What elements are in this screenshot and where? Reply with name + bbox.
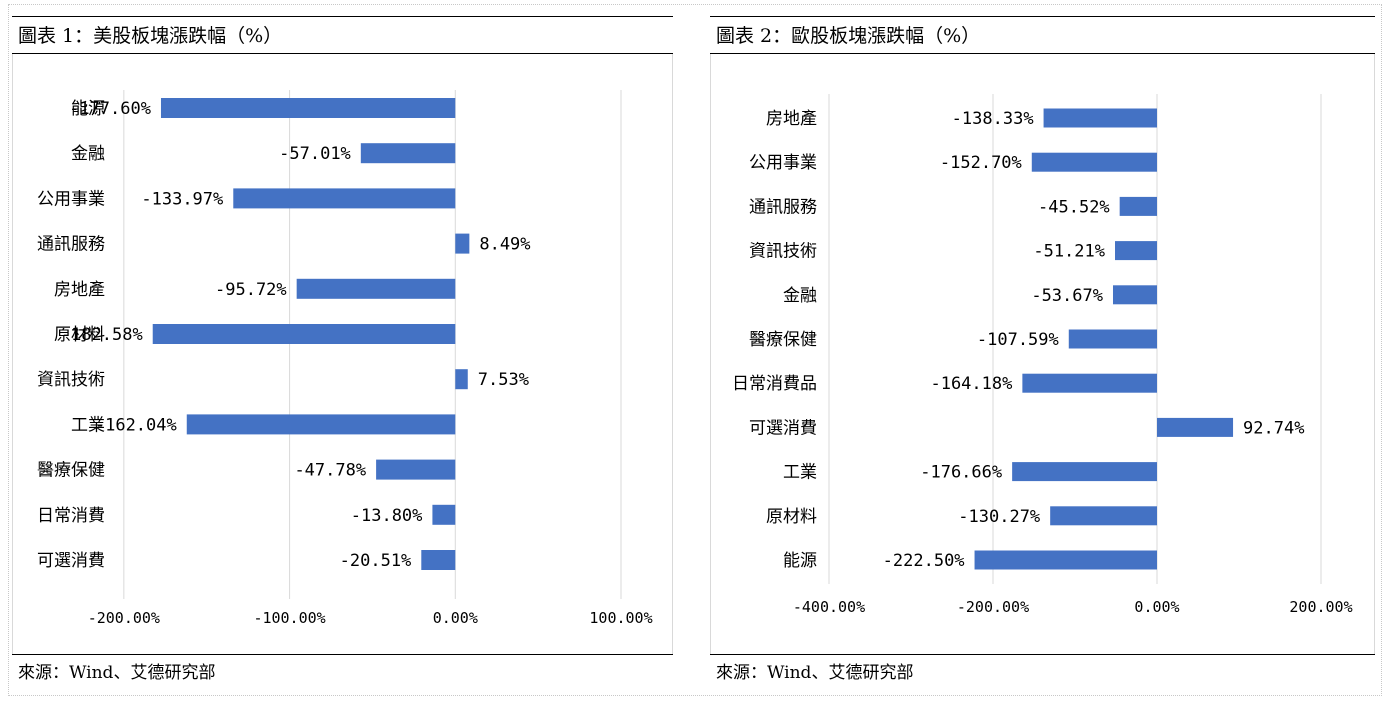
category-label: 醫療保健 [749,330,817,350]
category-label: 通訊服務 [749,197,817,217]
data-label: 92.74% [1243,418,1304,438]
bar [233,188,456,209]
bar [1068,329,1157,349]
data-label: -51.21% [1033,242,1105,262]
category-label: 可選消費 [749,418,817,438]
x-tick-label: -100.00% [253,609,325,627]
data-label: -53.67% [1031,286,1103,306]
bar [376,459,456,480]
bar [186,414,456,435]
chart-area: -400.00% -200.00% 0.00% 200.00% 房地產 -138.33% 公… [710,54,1375,654]
category-label: 工業 [71,415,105,435]
bar [455,233,470,254]
data-label: -47.78% [294,461,366,481]
data-label: -20.51% [340,551,412,571]
category-label: 房地產 [54,280,105,300]
category-label: 金融 [783,286,817,306]
bar [1119,196,1157,216]
us-sector-chart: -200.00% -100.00% 0.00% 100.00% 能源-177.60% 金融… [37,90,653,627]
data-label: -164.18% [930,374,1012,394]
bar [1157,417,1234,437]
bar [1012,462,1157,482]
category-label: 原材料 [54,325,105,345]
x-tick-label: 200.00% [1289,598,1352,616]
bar [160,98,456,118]
data-label: -176.66% [920,463,1002,483]
category-label: 日常消費品 [732,374,817,394]
bar [1115,241,1157,261]
data-label: -57.01% [279,144,351,164]
category-label: 能源 [71,99,105,119]
bar [296,278,456,299]
data-label: 8.49% [479,235,530,255]
chart-area: -200.00% -100.00% 0.00% 100.00% 能源 -177.60% 金融… [12,54,673,654]
data-label: -162.04% [95,415,177,435]
bar [974,550,1157,570]
category-label: 公用事業 [749,153,817,173]
data-label: -138.33% [952,109,1034,129]
data-label: -107.59% [977,330,1059,350]
bar [360,143,456,164]
data-label: -182.58% [61,325,143,345]
data-label: -13.80% [351,506,423,526]
category-label: 房地產 [766,109,817,129]
chart-title: 圖表 1：美股板塊漲跌幅（%） [12,16,673,54]
category-label: 公用事業 [37,189,105,209]
data-label: -152.70% [940,153,1022,173]
category-label: 工業 [783,463,817,483]
chart-panel-1: 圖表 1：美股板塊漲跌幅（%） -200.00% -100.00% 0.00% 100… [12,16,673,690]
x-tick-label: -200.00% [88,609,160,627]
outer-frame [8,4,1382,696]
category-label: 日常消費 [37,506,105,526]
category-label: 通訊服務 [37,235,105,255]
x-tick-label: 100.00% [589,609,652,627]
data-label: -130.27% [958,507,1040,527]
bar [1031,152,1157,172]
x-tick-label: -400.00% [793,598,865,616]
bar [455,369,468,390]
bar [1043,108,1157,128]
x-tick-label: 0.00% [1134,598,1179,616]
x-tick-label: -200.00% [957,598,1029,616]
category-label: 原材料 [766,507,817,527]
chart-panel-2: 圖表 2：歐股板塊漲跌幅（%） -400.00% -200.00% 0.00% 200… [710,16,1375,690]
data-label: -45.52% [1038,197,1110,217]
bar [421,550,456,570]
bar [1022,373,1157,393]
category-label: 金融 [71,144,105,164]
data-label: -177.60% [69,99,151,119]
category-label: 資訊技術 [749,242,817,262]
chart-title: 圖表 2：歐股板塊漲跌幅（%） [710,16,1375,54]
category-label: 可選消費 [37,551,105,571]
eu-sector-chart: -400.00% -200.00% 0.00% 200.00% 房地產 -138.33% 公… [732,94,1353,616]
bar [1050,506,1157,526]
bar [1112,285,1157,305]
source-note: 來源：Wind、艾德研究部 [710,654,1375,690]
data-label: -133.97% [141,189,223,209]
category-label: 能源 [783,551,817,571]
bar [432,504,456,525]
x-tick-label: 0.00% [433,609,478,627]
data-label: -95.72% [215,280,287,300]
category-label: 資訊技術 [37,370,105,390]
data-label: -222.50% [883,551,965,571]
bar [152,324,456,344]
category-label: 醫療保健 [37,461,105,481]
source-note: 來源：Wind、艾德研究部 [12,654,673,690]
data-label: 7.53% [478,370,529,390]
